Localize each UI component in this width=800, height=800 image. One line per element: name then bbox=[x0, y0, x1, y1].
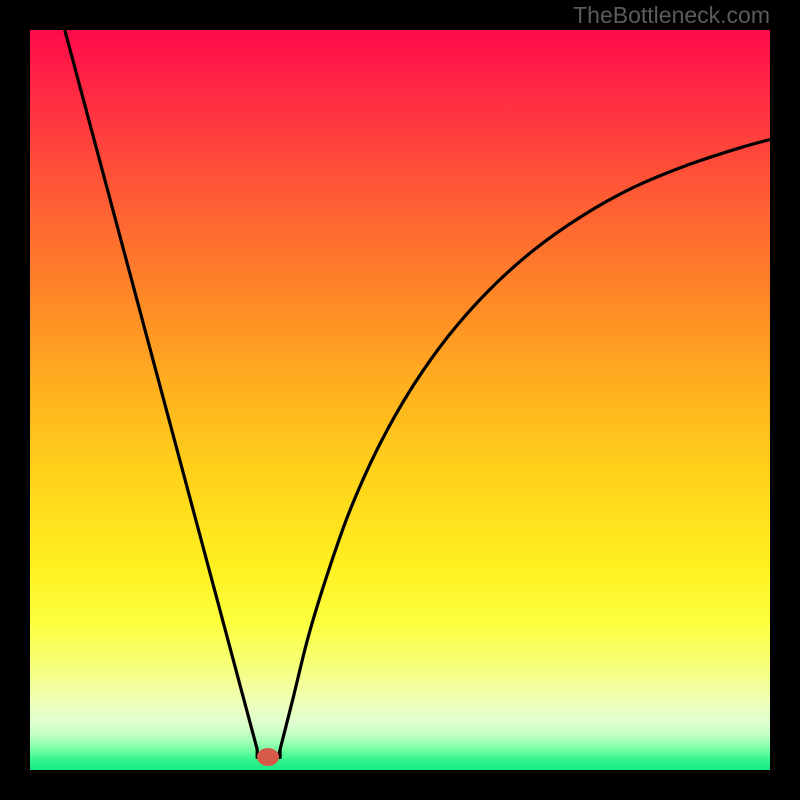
chart-frame: TheBottleneck.com bbox=[0, 0, 800, 800]
plot-area bbox=[30, 30, 770, 770]
watermark-text: TheBottleneck.com bbox=[573, 2, 770, 29]
curve-layer bbox=[30, 30, 770, 770]
resonance-curve bbox=[65, 30, 770, 757]
